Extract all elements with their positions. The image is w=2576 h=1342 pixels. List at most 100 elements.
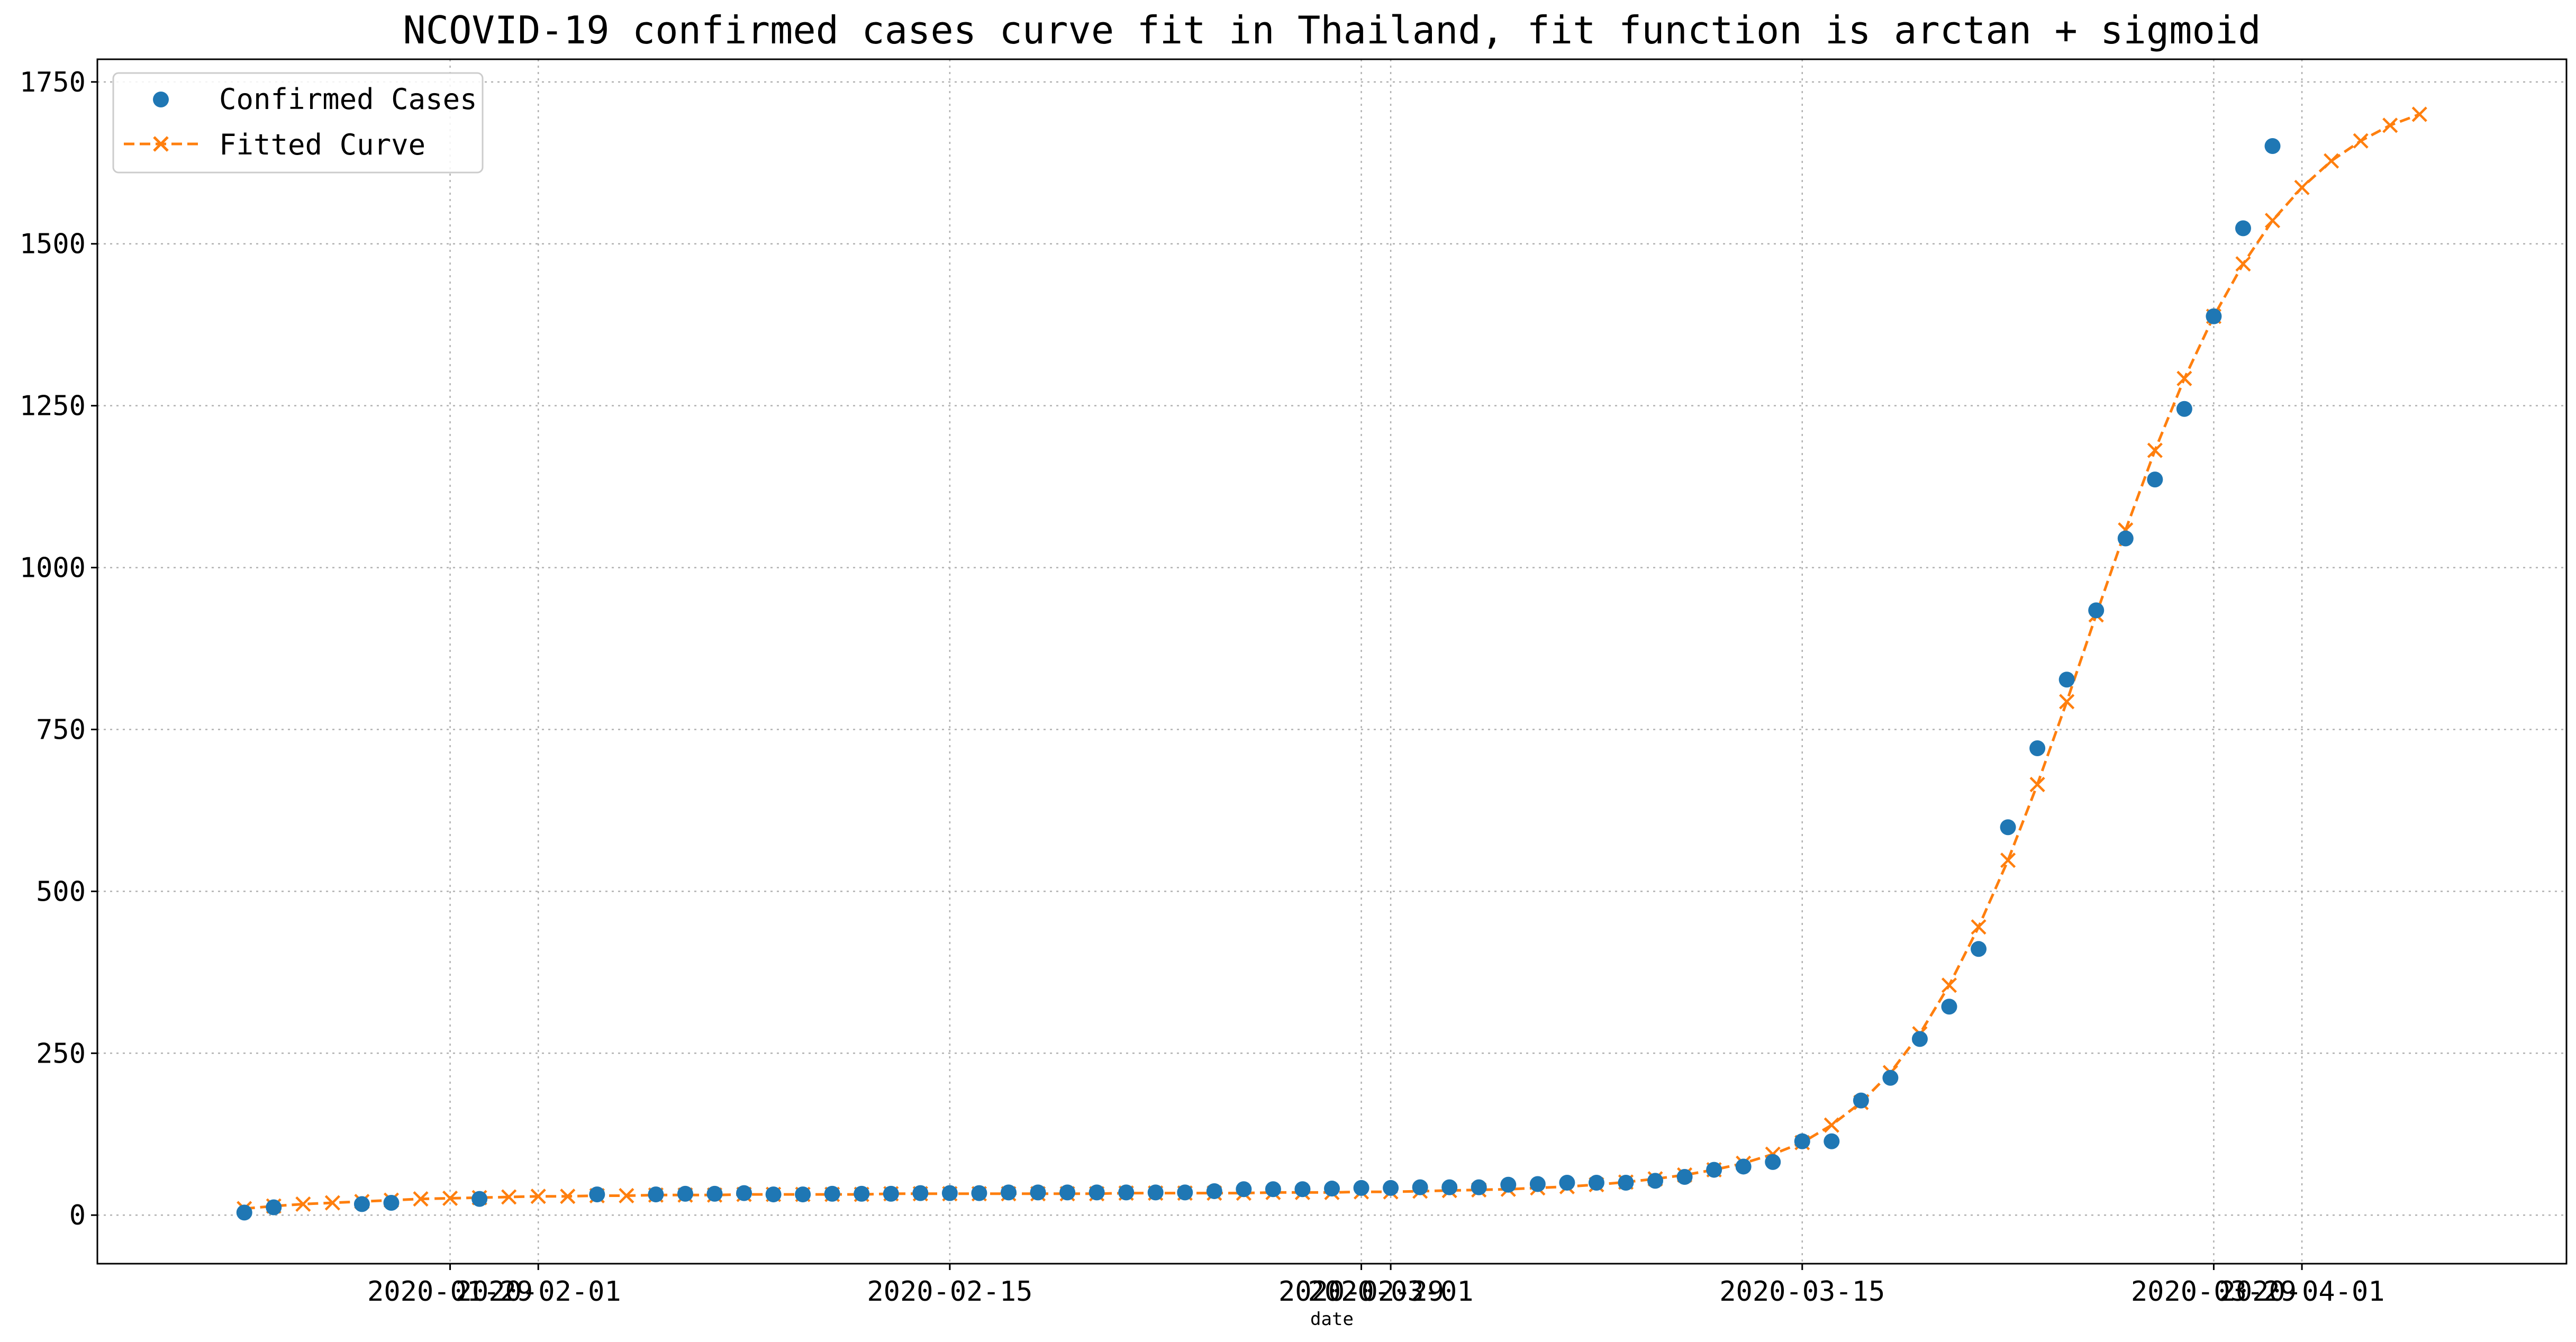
x-tick-label: 2020-03-15 [1719,1276,1885,1308]
confirmed-cases-point [1911,1031,1928,1047]
fitted-curve-marker [2059,694,2075,710]
confirmed-cases-point [883,1185,899,1202]
confirmed-cases-point [824,1185,840,1202]
confirmed-cases-point [1735,1158,1752,1175]
confirmed-cases-point [677,1185,693,1202]
fitted-curve-marker [1824,1117,1839,1133]
y-tick-label: 1500 [20,229,86,260]
confirmed-cases-point [1971,941,1987,957]
confirmed-cases-point [1000,1184,1017,1201]
fitted-curve-marker [295,1196,311,1212]
x-tick-label: 2020-03-29 [2131,1276,2297,1308]
legend-confirmed-cases-label: Confirmed Cases [219,83,477,116]
confirmed-cases-point [1941,999,1957,1015]
fitted-curve-marker [501,1189,517,1205]
confirmed-cases-point [971,1185,987,1201]
fitted-curve-marker [1941,977,1957,993]
confirmed-cases-point [1853,1092,1869,1109]
y-tick-label: 750 [36,714,86,746]
x-axis-label: date [1310,1309,1354,1330]
legend-box [112,72,484,174]
y-tick-label: 1250 [20,391,86,422]
fitted-curve-marker [2324,153,2339,169]
confirmed-cases-point [1471,1179,1487,1195]
fitted-curve-marker [2294,179,2310,195]
x-tick-label: 2020-03-01 [1308,1276,1474,1308]
plot-area-frame [96,58,2568,1265]
fitted-curve-marker [2353,133,2369,149]
fitted-curve-marker [413,1191,429,1207]
fitted-curve-marker [324,1195,340,1211]
confirmed-cases-point [2029,740,2046,756]
x-tick-label: 2020-02-01 [456,1276,621,1308]
fitted-curve-marker [2147,442,2163,458]
confirmed-cases-point [2206,308,2222,324]
confirmed-cases-point [1794,1133,1810,1149]
confirmed-cases-point [1824,1133,1840,1149]
confirmed-cases-point [854,1185,870,1202]
fitted-curve-marker [619,1187,634,1204]
y-tick-label: 1000 [20,552,86,584]
y-tick-label: 1750 [20,67,86,98]
confirmed-cases-point [1294,1181,1311,1198]
confirmed-cases-point [2088,602,2105,619]
confirmed-cases-point [1177,1184,1193,1201]
legend-fitted-curve-label: Fitted Curve [219,128,425,161]
confirmed-cases-point [2058,672,2075,688]
fitted-curve-marker [2000,853,2016,868]
fitted-curve-marker [2264,213,2281,229]
confirmed-cases-point [648,1186,664,1203]
confirmed-cases-point [383,1194,400,1211]
fitted-curve-marker [2029,776,2045,793]
legend: Confirmed Cases Fitted Curve [112,72,484,174]
confirmed-cases-point [2117,530,2134,547]
grid-lines [97,59,2566,1264]
x-tick-label: 2020-04-01 [2219,1276,2385,1308]
fitted-curve-marker [1971,919,1987,935]
confirmed-cases-point [1265,1181,1281,1198]
confirmed-cases-point [1441,1179,1458,1195]
confirmed-cases-point [236,1204,252,1221]
y-axis-ticks: 0 250 500 750 1000 1250 1500 1750 [20,67,97,1231]
confirmed-cases-point [1588,1175,1604,1191]
confirmed-cases-point [1559,1175,1575,1191]
confirmed-cases-series [236,138,2281,1221]
confirmed-cases-point [1353,1180,1369,1196]
confirmed-cases-point [1647,1173,1664,1189]
confirmed-cases-point [1500,1176,1517,1193]
y-tick-label: 500 [36,876,86,908]
confirmed-cases-point [1706,1162,1722,1178]
confirmed-cases-point [2147,471,2163,488]
confirmed-cases-point [1383,1180,1399,1196]
x-tick-label: 2020-01-29 [367,1276,533,1308]
fitted-curve-marker [2235,256,2251,272]
confirmed-cases-point [1206,1183,1222,1199]
confirmed-cases-point [2176,401,2192,417]
y-tick-label: 0 [69,1200,86,1231]
legend-confirmed-cases-marker [153,92,169,107]
confirmed-cases-point [941,1185,958,1201]
confirmed-cases-point [736,1185,752,1201]
confirmed-cases-point [1676,1169,1693,1185]
confirmed-cases-point [1529,1176,1546,1192]
confirmed-cases-point [1030,1184,1046,1201]
confirmed-cases-point [1324,1181,1340,1197]
confirmed-cases-point [1059,1184,1076,1201]
fitted-curve-marker [442,1190,458,1207]
confirmed-cases-point [1118,1184,1135,1201]
x-tick-label: 2020-02-29 [1278,1276,1444,1308]
confirmed-cases-point [353,1196,370,1212]
confirmed-cases-point [1412,1179,1428,1195]
confirmed-cases-point [765,1186,782,1203]
confirmed-cases-point [2235,220,2251,237]
confirmed-cases-point [266,1199,282,1216]
confirmed-cases-point [2000,819,2016,836]
confirmed-cases-point [1147,1184,1164,1201]
chart-title: NCOVID-19 confirmed cases curve fit in T… [403,8,2261,52]
confirmed-cases-point [1765,1154,1781,1170]
fitted-curve-marker [2411,106,2427,122]
confirmed-cases-point [706,1185,723,1202]
fitted-curve-marker [2176,370,2192,386]
